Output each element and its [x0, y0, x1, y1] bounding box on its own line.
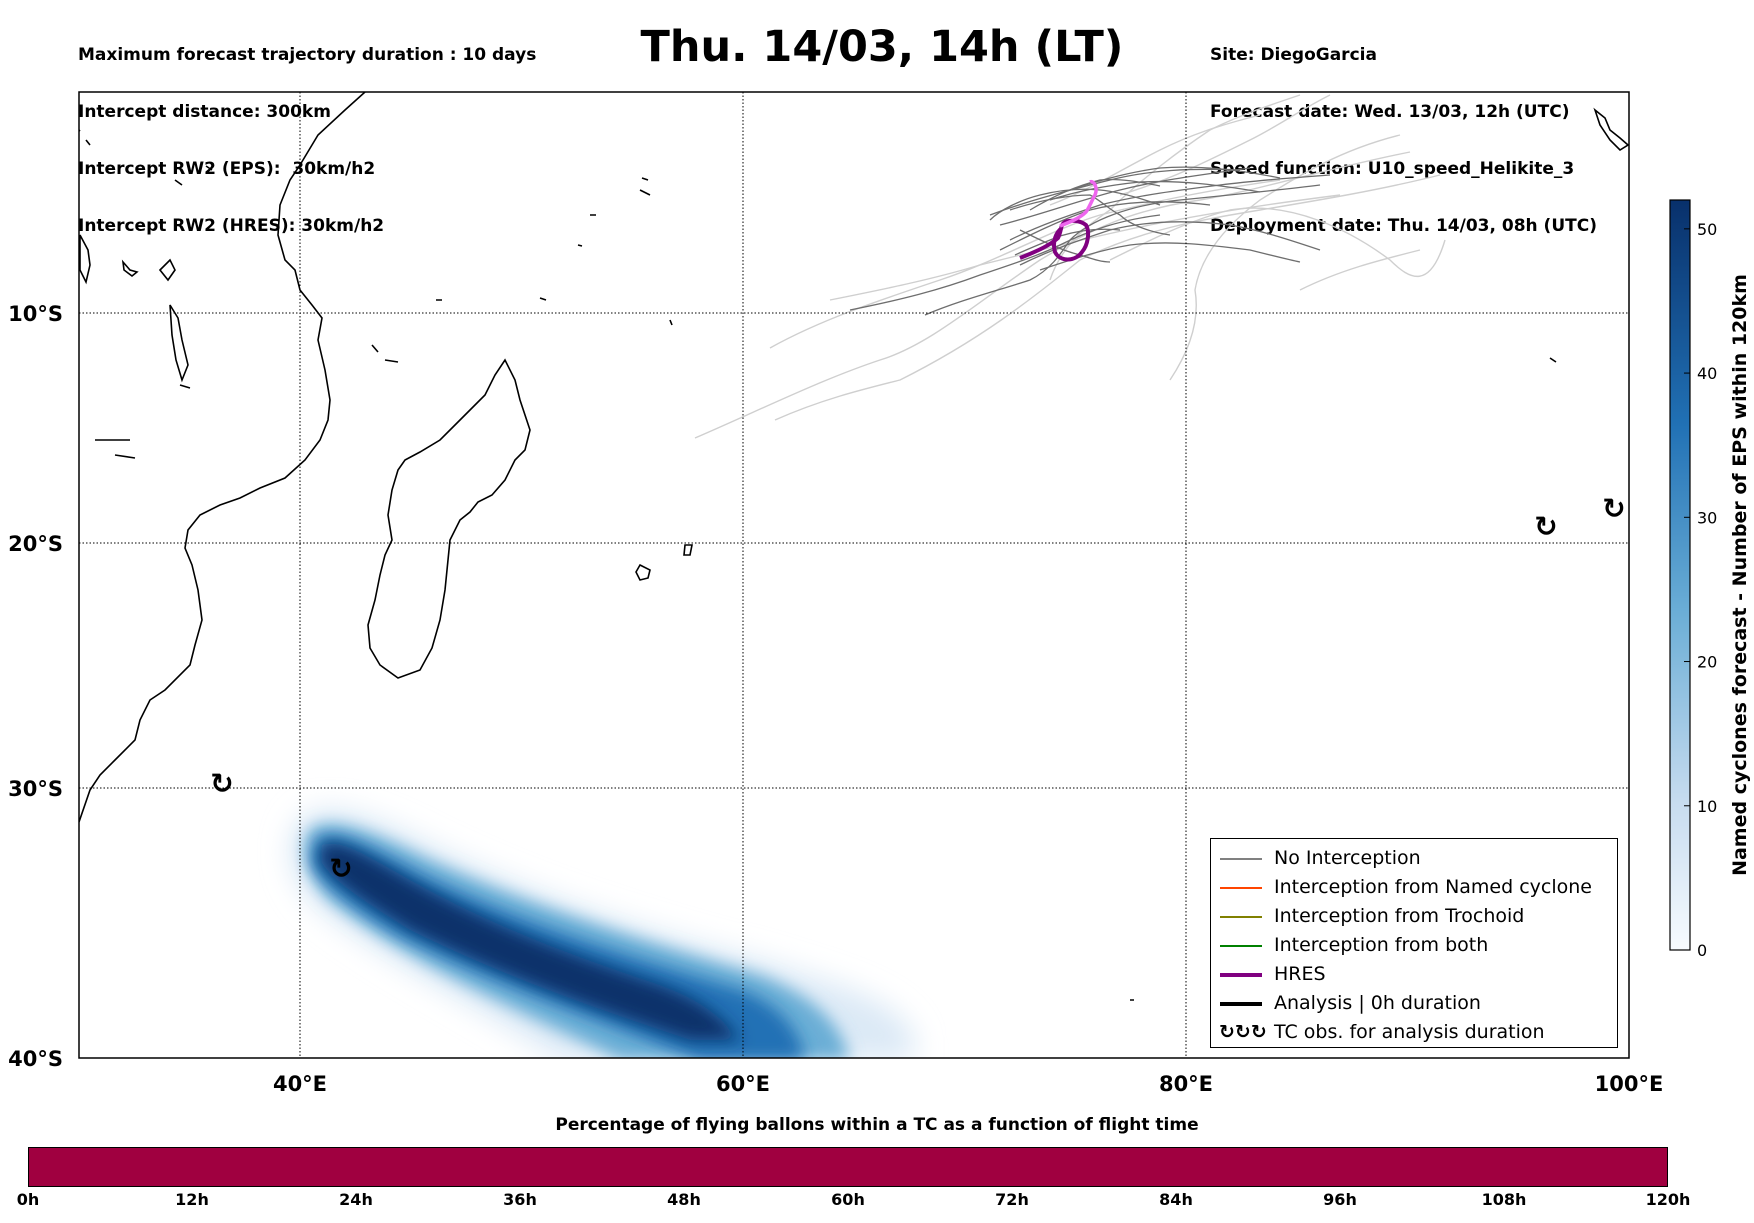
time-bar-tick-label: 0h: [16, 1190, 40, 1209]
header-forecast-date: Forecast date: Wed. 13/03, 12h (UTC): [1210, 102, 1570, 122]
time-bar-tick-label: 24h: [339, 1190, 373, 1209]
legend-item-named-cyclone: Interception from Named cyclone: [1211, 874, 1617, 902]
time-bar-tick-label: 84h: [1159, 1190, 1193, 1209]
colorbar-tick-label: 10: [1697, 797, 1717, 816]
colorbar-ticks: 0 10 20 30 40 50: [1684, 220, 1717, 960]
time-bar-tick-label: 120h: [1645, 1190, 1691, 1209]
hres-trajectory-late: [1059, 179, 1098, 228]
lon-tick-label: 60°E: [716, 1072, 770, 1096]
legend-item-analysis: Analysis | 0h duration: [1211, 990, 1617, 1018]
colorbar-tick-label: 50: [1697, 220, 1717, 239]
legend-label: Interception from Trochoid: [1274, 905, 1525, 927]
time-bar-tick-label: 96h: [1323, 1190, 1357, 1209]
coastlines: [79, 92, 1629, 1001]
header-info-right: Site: DiegoGarcia Forecast date: Wed. 13…: [1210, 8, 1597, 255]
colorbar-tick-label: 20: [1697, 653, 1717, 672]
colorbar-tick-label: 0: [1697, 941, 1707, 960]
trajectory-lines-dark: [849, 166, 1331, 316]
map-area: [79, 92, 1629, 1058]
lat-tick-label: 20°S: [8, 532, 63, 556]
time-bar-title: Percentage of flying ballons within a TC…: [555, 1115, 1199, 1135]
header-info-left: Maximum forecast trajectory duration : 1…: [78, 8, 536, 255]
lat-tick-label: 30°S: [8, 777, 63, 801]
legend-label: Interception from Named cyclone: [1274, 876, 1592, 898]
cyclone-density-plume: [289, 809, 915, 1058]
gridlines: [79, 92, 1629, 1058]
legend-item-hres: HRES: [1211, 961, 1617, 989]
header-intercept-distance: Intercept distance: 300km: [78, 102, 331, 122]
header-duration: Maximum forecast trajectory duration : 1…: [78, 45, 537, 65]
colorbar: [1669, 199, 1691, 951]
tc-obs-icon: ↻: [210, 767, 233, 800]
header-intercept-hres: Intercept RW2 (HRES): 30km/h2: [78, 216, 385, 236]
legend-label: No Interception: [1274, 847, 1421, 869]
lon-tick-label: 100°E: [1595, 1072, 1664, 1096]
trajectory-lines-light: [694, 94, 1446, 439]
legend-item-both: Interception from both: [1211, 932, 1617, 960]
time-bar-tick-label: 72h: [995, 1190, 1029, 1209]
map-legend: No Interception Interception from Named …: [1210, 838, 1618, 1048]
header-intercept-eps: Intercept RW2 (EPS): 30km/h2: [78, 159, 376, 179]
legend-label: HRES: [1274, 963, 1326, 985]
lat-tick-label: 40°S: [8, 1047, 63, 1071]
map-frame: [78, 91, 1630, 1059]
time-bar-tick-label: 60h: [831, 1190, 865, 1209]
lat-tick-label: 10°S: [8, 302, 63, 326]
legend-line-swatch: [1220, 858, 1262, 860]
tc-obs-icon: ↻: [329, 852, 352, 885]
colorbar-tick-label: 40: [1697, 364, 1717, 383]
legend-line-swatch: [1220, 945, 1262, 947]
legend-line-swatch: [1220, 916, 1262, 918]
legend-line-swatch: [1220, 973, 1262, 977]
legend-line-swatch: [1220, 1002, 1262, 1006]
legend-item-no-interception: No Interception: [1211, 845, 1617, 873]
legend-label: Analysis | 0h duration: [1274, 992, 1481, 1014]
hres-trajectory: [1019, 218, 1091, 262]
time-bar: [28, 1147, 1668, 1187]
legend-item-tc-obs: ↻↻↻ TC obs. for analysis duration: [1211, 1019, 1617, 1047]
legend-line-swatch: [1220, 887, 1262, 889]
legend-item-trochoid: Interception from Trochoid: [1211, 903, 1617, 931]
tc-obs-icon: ↻: [1534, 510, 1557, 543]
tc-obs-icon: ↻↻↻: [1219, 1021, 1267, 1043]
time-bar-tick-label: 12h: [175, 1190, 209, 1209]
page-title: Thu. 14/03, 14h (LT): [640, 22, 1124, 72]
header-deployment-date: Deployment date: Thu. 14/03, 08h (UTC): [1210, 216, 1597, 236]
header-site: Site: DiegoGarcia: [1210, 45, 1377, 65]
legend-label: TC obs. for analysis duration: [1274, 1021, 1545, 1043]
time-bar-tick-label: 36h: [503, 1190, 537, 1209]
lon-tick-label: 40°E: [273, 1072, 327, 1096]
colorbar-label: Named cyclones forecast - Number of EPS …: [1729, 274, 1751, 876]
legend-label: Interception from both: [1274, 934, 1489, 956]
colorbar-tick-label: 30: [1697, 508, 1717, 527]
time-bar-tick-label: 108h: [1481, 1190, 1527, 1209]
time-bar-tick-label: 48h: [667, 1190, 701, 1209]
tc-obs-icon: ↻: [1602, 492, 1625, 525]
lon-tick-label: 80°E: [1159, 1072, 1213, 1096]
